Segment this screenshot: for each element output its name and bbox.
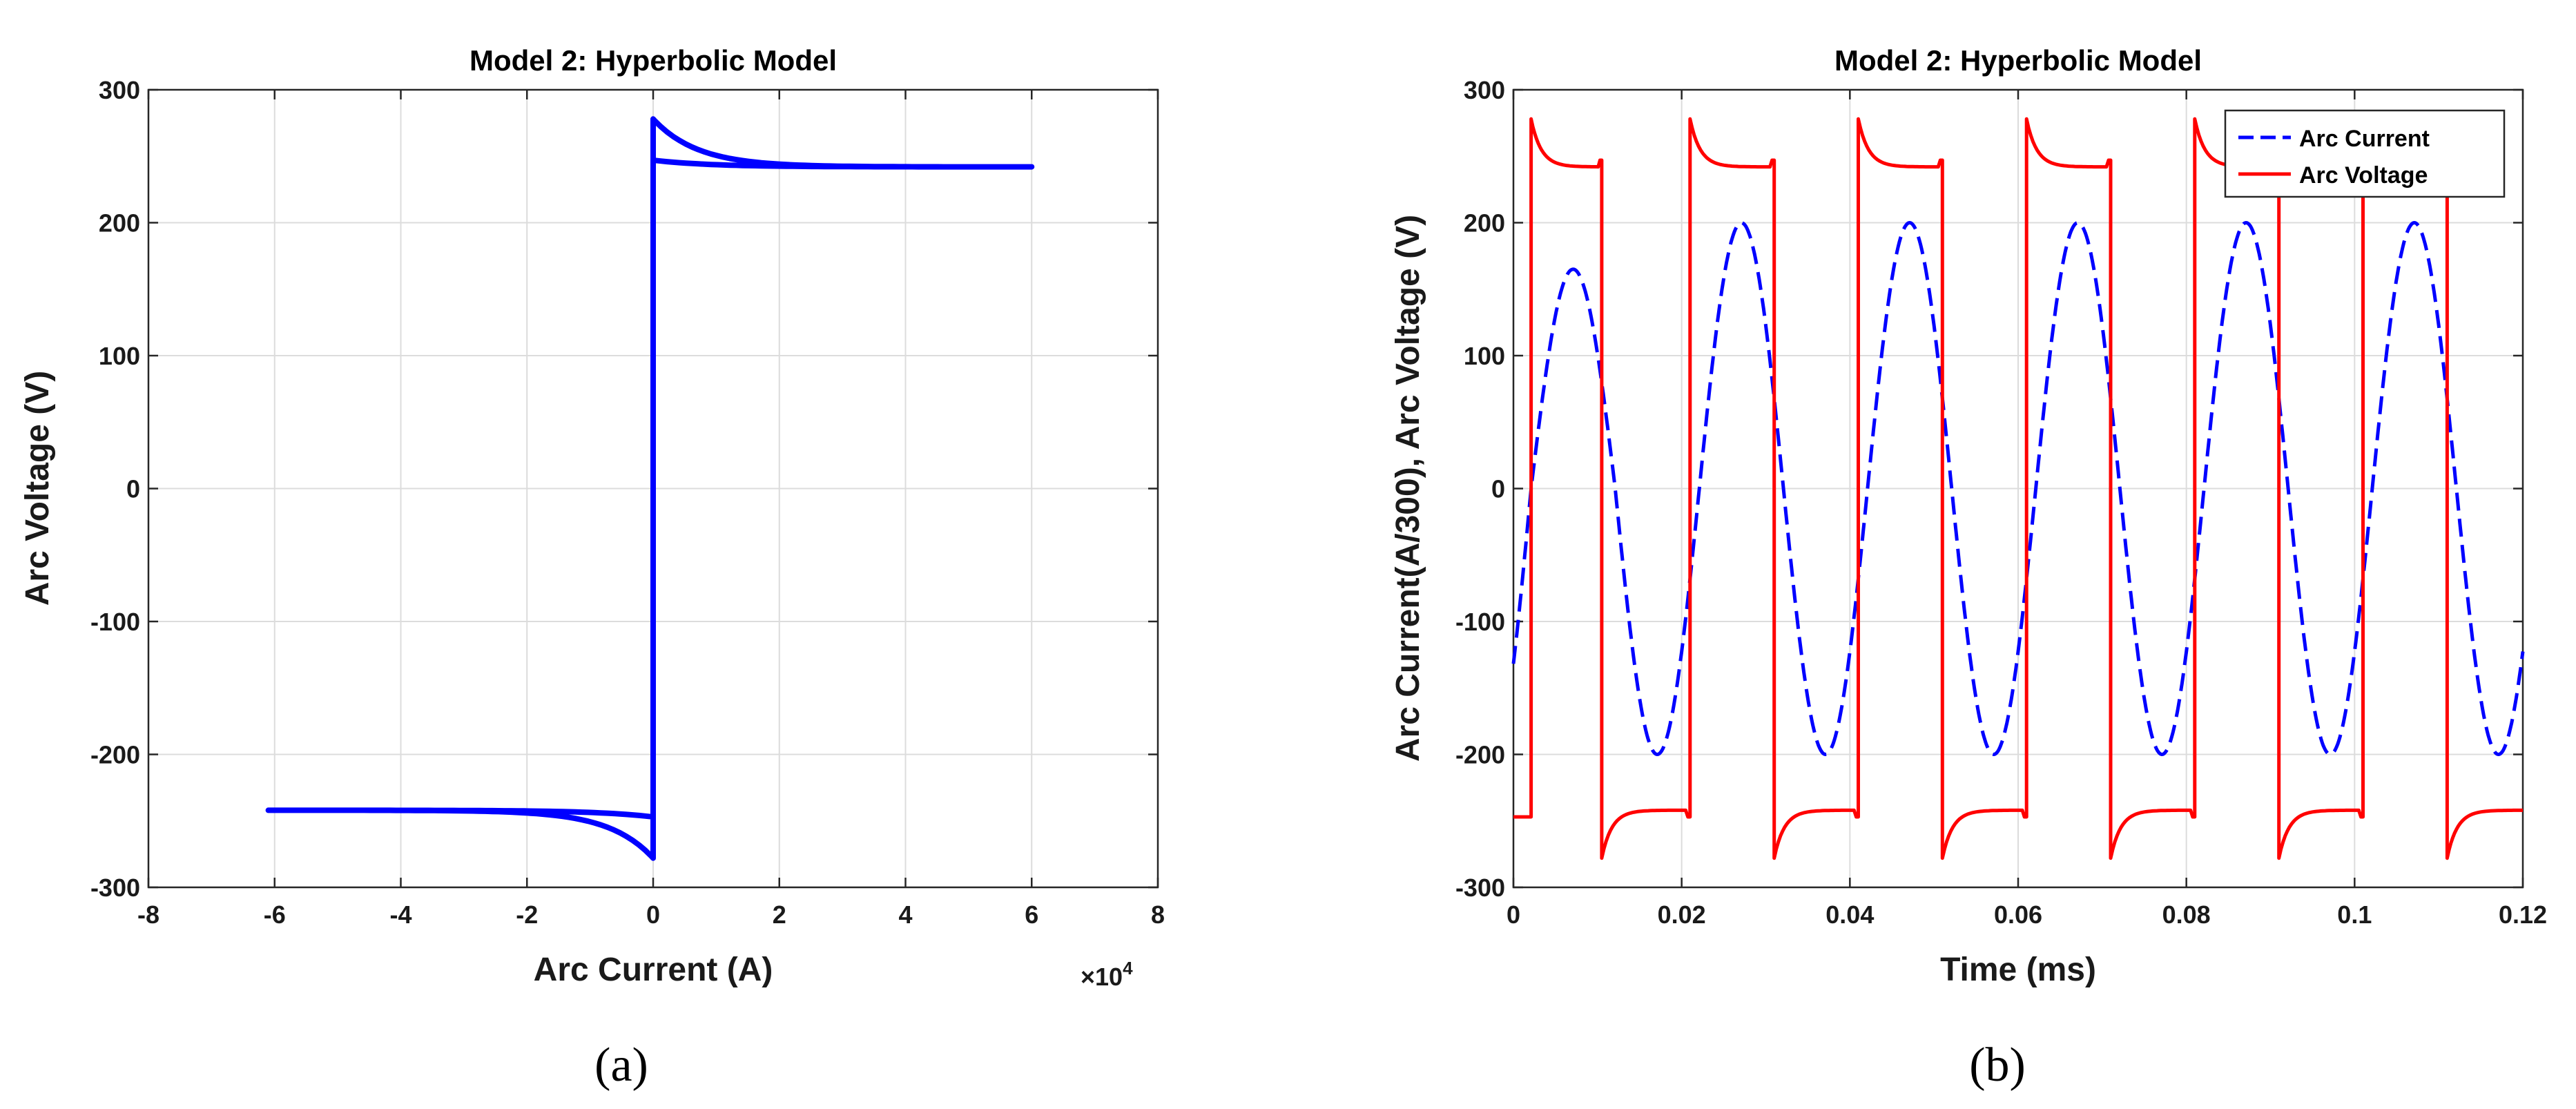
y-tick-label: -300	[1455, 874, 1505, 902]
x-tick-label: 2	[773, 900, 786, 929]
x-tick-label: 0.04	[1826, 900, 1874, 929]
x-tick-label: 0.1	[2337, 900, 2372, 929]
y-tick-label: -100	[1455, 608, 1505, 636]
chart-a-panel-label: (a)	[594, 1039, 648, 1092]
y-tick-label: -200	[1455, 741, 1505, 769]
chart-b-legend: Arc Current Arc Voltage	[2224, 109, 2506, 198]
chart-a-x-multiplier-base: ×10	[1081, 963, 1123, 991]
x-tick-label: 0.08	[2162, 900, 2211, 929]
x-tick-label: 0	[1507, 900, 1520, 929]
x-tick-label: 0.06	[1994, 900, 2042, 929]
x-tick-label: 4	[898, 900, 912, 929]
y-tick-label: -100	[90, 608, 140, 636]
x-tick-label: 0.02	[1658, 900, 1706, 929]
chart-a-frame	[147, 88, 1159, 889]
y-tick-label: 0	[126, 475, 140, 503]
chart-a-x-multiplier-exponent: 4	[1123, 958, 1133, 978]
chart-b: 0 0.02 0.04 0.06 0.08 0.1 0.12 -300 -200 -100 0 100…	[1390, 44, 2547, 1092]
chart-a: -8 -6 -4 -2 0 2 4 6 8 -300 -200 -100 0 100 200 300 Mode…	[19, 44, 1165, 1092]
y-tick-label: -200	[90, 741, 140, 769]
chart-b-tick-labels: 0 0.02 0.04 0.06 0.08 0.1 0.12 -300 -200 -100 0 100…	[1455, 76, 2547, 929]
chart-b-frame	[1512, 88, 2524, 889]
chart-a-x-multiplier: ×104	[1081, 958, 1133, 991]
x-tick-label: -2	[516, 900, 538, 929]
y-tick-label: 100	[99, 342, 140, 370]
chart-b-ylabel: Arc Current(A/300), Arc Voltage (V)	[1390, 215, 1426, 762]
chart-a-title: Model 2: Hyperbolic Model	[469, 44, 837, 77]
x-tick-label: 0	[646, 900, 660, 929]
chart-a-tick-labels: -8 -6 -4 -2 0 2 4 6 8 -300 -200 -100 0 100 200 300	[90, 76, 1165, 929]
y-tick-label: 300	[99, 76, 140, 104]
x-tick-label: 0.12	[2499, 900, 2547, 929]
series-arc-current	[1511, 220, 2525, 757]
y-tick-label: 200	[1464, 209, 1505, 238]
chart-a-ylabel: Arc Voltage (V)	[19, 371, 56, 606]
series-arc-voltage	[1513, 117, 2523, 860]
chart-b-panel-label: (b)	[1969, 1039, 2026, 1092]
legend-label-arc-voltage: Arc Voltage	[2299, 162, 2428, 189]
y-tick-label: 200	[99, 209, 140, 238]
x-tick-label: -8	[137, 900, 159, 929]
x-tick-label: 8	[1151, 900, 1165, 929]
chart-b-title: Model 2: Hyperbolic Model	[1834, 44, 2202, 77]
chart-b-xlabel: Time (ms)	[1940, 952, 2096, 988]
x-tick-label: 6	[1025, 900, 1038, 929]
chart-a-xlabel: Arc Current (A)	[534, 952, 773, 988]
chart-a-series	[265, 116, 1035, 861]
chart-b-series	[1511, 117, 2525, 860]
y-tick-label: -300	[90, 874, 140, 902]
legend-box	[2224, 109, 2506, 198]
x-tick-label: -6	[264, 900, 286, 929]
y-tick-label: 0	[1491, 475, 1505, 503]
series-arc-voltage-vs-current	[265, 116, 1035, 861]
y-tick-label: 100	[1464, 342, 1505, 370]
y-tick-label: 300	[1464, 76, 1505, 104]
legend-label-arc-current: Arc Current	[2299, 126, 2430, 152]
x-tick-label: -4	[389, 900, 411, 929]
